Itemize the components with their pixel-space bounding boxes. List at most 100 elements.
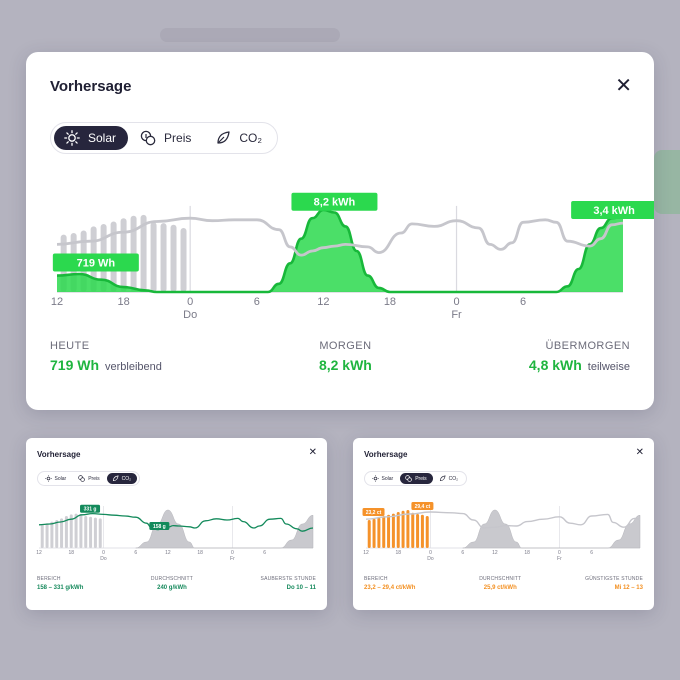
history-bar: [140, 214, 147, 292]
x-tick-label: 6: [520, 296, 526, 308]
stat-label: GÜNSTIGSTE STUNDE: [585, 576, 643, 582]
solar-line: [56, 208, 624, 294]
leaf-icon: [439, 475, 446, 482]
x-tick-day-label: Fr: [230, 556, 235, 562]
history-bar: [50, 521, 54, 548]
value-label: 8,2 kWh: [314, 197, 356, 209]
tab-solar[interactable]: Solar: [54, 126, 129, 150]
leaf-icon: [112, 475, 119, 482]
value-label: 23,2 ct: [366, 510, 382, 516]
stat-durchschnitt: DURCHSCHNITT 25,9 ct/kWh: [479, 576, 521, 591]
tab-label: Preis: [88, 475, 100, 482]
stat-guenstigste-stunde: GÜNSTIGSTE STUNDE Mi 12 – 13: [585, 576, 643, 591]
price-bar: [411, 512, 415, 548]
stat-value: 158 – 331 g/kWh: [37, 585, 84, 591]
x-tick-label: 6: [461, 550, 464, 556]
co2-line: [38, 512, 314, 532]
x-tick-label: 18: [384, 296, 396, 308]
stat-value: Mi 12 – 13: [614, 585, 643, 591]
tab-preis[interactable]: Preis: [130, 126, 203, 150]
tab-label: Preis: [415, 475, 427, 482]
price-bar: [387, 514, 391, 548]
forecast-summary: HEUTE 719 Wh verbleibend MORGEN 8,2 kWh …: [50, 340, 630, 373]
x-tick-label: 6: [263, 550, 266, 556]
x-tick-day-label: Do: [183, 309, 197, 321]
tab-co2[interactable]: CO₂: [106, 473, 138, 484]
coins-icon: [140, 130, 156, 146]
stat-value: 4,8 kWh: [528, 357, 582, 373]
reference-line: [56, 216, 624, 257]
dialog-title: Vorhersage: [37, 450, 81, 459]
price-bar: [391, 513, 395, 548]
value-label: 719 Wh: [77, 257, 116, 269]
value-label-box: [149, 522, 170, 530]
forecast-tabs: Solar Preis CO₂: [50, 122, 279, 154]
forecast-tabs: Solar Preis CO₂: [37, 471, 140, 486]
history-bar: [55, 520, 59, 548]
value-label-box: [80, 504, 101, 513]
tab-label: CO₂: [448, 475, 459, 482]
x-tick-label: 0: [231, 550, 234, 556]
x-tick-day-label: Fr: [557, 556, 562, 562]
backdrop-blurred-text: [160, 28, 340, 42]
history-bar: [93, 517, 97, 548]
close-icon[interactable]: ✕: [615, 75, 632, 97]
x-tick-day-label: Fr: [451, 309, 462, 321]
close-icon[interactable]: ✕: [308, 447, 317, 458]
sun-icon: [64, 130, 80, 146]
solar-reference-area: [462, 509, 641, 549]
stat-value: 240 g/kWh: [157, 585, 187, 591]
history-bar: [170, 224, 177, 292]
tab-label: Solar: [54, 475, 67, 482]
x-tick-day-label: Do: [100, 556, 107, 562]
sun-icon: [371, 475, 379, 482]
x-tick-label: 12: [492, 550, 498, 556]
x-tick-label: 0: [453, 296, 459, 308]
stat-label: ÜBERMORGEN: [545, 340, 630, 352]
forecast-dialog-solar: Vorhersage ✕ Solar Preis: [26, 52, 654, 410]
history-bar: [79, 514, 83, 548]
history-bar: [64, 516, 68, 548]
stat-label: SAUBERSTE STUNDE: [260, 576, 316, 582]
tab-solar[interactable]: Solar: [40, 473, 73, 484]
x-tick-label: 12: [363, 550, 369, 556]
tab-co2[interactable]: CO₂: [205, 126, 274, 150]
price-bar: [372, 518, 376, 548]
sun-icon: [44, 475, 52, 482]
tab-solar[interactable]: Solar: [367, 473, 400, 484]
price-bar: [416, 514, 420, 548]
tab-label: Preis: [164, 131, 192, 145]
stat-value: 23,2 – 29,4 ct/kWh: [364, 585, 416, 591]
tab-preis[interactable]: Preis: [400, 473, 433, 484]
history-bar: [84, 516, 88, 548]
x-tick-label: 12: [165, 550, 171, 556]
x-tick-day-label: Do: [427, 556, 434, 562]
tab-label: CO₂: [121, 475, 132, 482]
stat-value: 25,9 ct/kWh: [483, 585, 517, 591]
close-icon[interactable]: ✕: [635, 447, 644, 458]
forecast-tabs: Solar Preis CO₂: [364, 471, 467, 486]
stat-bereich: BEREICH 158 – 331 g/kWh: [37, 576, 83, 591]
tab-preis[interactable]: Preis: [73, 473, 105, 484]
price-bar: [425, 516, 429, 548]
coins-icon: [78, 475, 85, 482]
tab-co2[interactable]: CO₂: [434, 473, 464, 484]
stat-heute: HEUTE 719 Wh verbleibend: [50, 340, 162, 373]
x-tick-label: 6: [254, 296, 260, 308]
value-label-box: [52, 253, 139, 272]
stat-bereich: BEREICH 23,2 – 29,4 ct/kWh: [364, 576, 415, 591]
value-label-box: [571, 201, 654, 219]
stat-durchschnitt: DURCHSCHNITT 240 g/kWh: [151, 576, 193, 591]
x-tick-label: 18: [117, 296, 129, 308]
tab-label: CO₂: [239, 131, 263, 145]
x-tick-label: 0: [558, 550, 561, 556]
x-tick-label: 12: [36, 550, 42, 556]
x-tick-label: 0: [102, 550, 105, 556]
history-bar: [69, 514, 73, 548]
stat-label: DURCHSCHNITT: [150, 576, 194, 582]
stat-sauberste-stunde: SAUBERSTE STUNDE Do 10 – 11: [261, 576, 316, 591]
price-bar: [406, 510, 410, 548]
value-label: 158 g: [153, 524, 166, 530]
